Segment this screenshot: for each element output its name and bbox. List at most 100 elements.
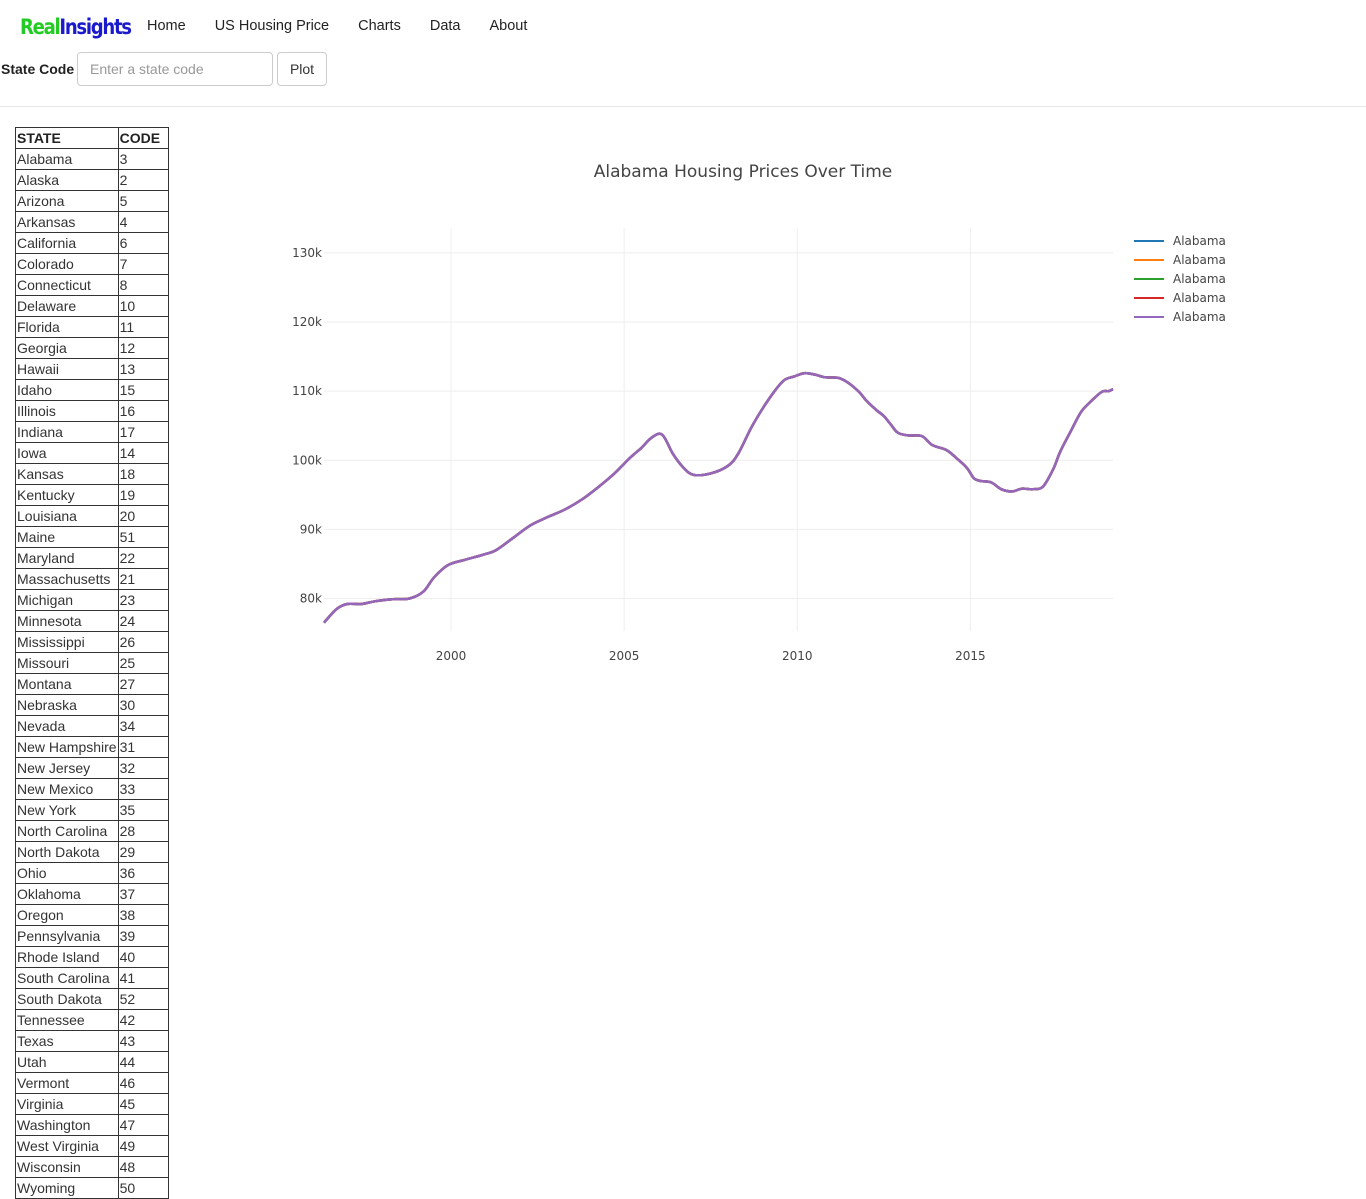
table-row: Montana 27 xyxy=(15,673,169,695)
table-row: Florida 11 xyxy=(15,316,169,338)
legend-label: Alabama xyxy=(1173,291,1226,305)
cell-state: Delaware xyxy=(15,295,119,317)
cell-code: 36 xyxy=(117,862,169,884)
nav-about[interactable]: About xyxy=(489,18,528,34)
cell-state: Wisconsin xyxy=(15,1156,119,1178)
cell-state: Illinois xyxy=(15,400,119,422)
cell-state: New Jersey xyxy=(15,757,119,779)
legend-item[interactable]: Alabama xyxy=(1134,234,1226,248)
table-row: Rhode Island 40 xyxy=(15,946,169,968)
table-row: Louisiana 20 xyxy=(15,505,169,527)
table-row: New York 35 xyxy=(15,799,169,821)
y-tick-label: 80k xyxy=(300,592,322,606)
cell-code: 32 xyxy=(117,757,169,779)
table-row: Nebraska 30 xyxy=(15,694,169,716)
cell-state: Arkansas xyxy=(15,211,119,233)
table-row: Maryland 22 xyxy=(15,547,169,569)
cell-code: 8 xyxy=(117,274,169,296)
cell-code: 6 xyxy=(117,232,169,254)
cell-state: Iowa xyxy=(15,442,119,464)
cell-state: Texas xyxy=(15,1030,119,1052)
cell-code: 28 xyxy=(117,820,169,842)
plot-button[interactable]: Plot xyxy=(277,52,327,86)
legend-item[interactable]: Alabama xyxy=(1134,310,1226,324)
cell-code: 43 xyxy=(117,1030,169,1052)
nav-home[interactable]: Home xyxy=(147,18,186,34)
table-row: Wisconsin 48 xyxy=(15,1156,169,1178)
cell-code: 35 xyxy=(117,799,169,821)
table-row: Massachusetts 21 xyxy=(15,568,169,590)
cell-code: 33 xyxy=(117,778,169,800)
y-tick-label: 90k xyxy=(300,522,322,536)
nav-data[interactable]: Data xyxy=(429,18,461,34)
column-header-code: CODE xyxy=(117,127,169,149)
cell-state: Nebraska xyxy=(15,694,119,716)
cell-state: Alabama xyxy=(15,148,119,170)
cell-code: 5 xyxy=(117,190,169,212)
table-row: Washington 47 xyxy=(15,1114,169,1136)
cell-code: 15 xyxy=(117,379,169,401)
cell-state: Michigan xyxy=(15,589,119,611)
table-row: South Dakota 52 xyxy=(15,988,169,1010)
cell-state: South Dakota xyxy=(15,988,119,1010)
cell-state: Oklahoma xyxy=(15,883,119,905)
cell-code: 19 xyxy=(117,484,169,506)
legend-item[interactable]: Alabama xyxy=(1134,253,1226,267)
legend-label: Alabama xyxy=(1173,253,1226,267)
cell-code: 3 xyxy=(117,148,169,170)
chart-legend[interactable]: Alabama Alabama Alabama Alabama Alabama xyxy=(1134,234,1226,324)
cell-state: New Mexico xyxy=(15,778,119,800)
table-row: Oklahoma 37 xyxy=(15,883,169,905)
top-navbar: RealInsights Home US Housing Price Chart… xyxy=(0,0,1366,52)
cell-code: 49 xyxy=(117,1135,169,1157)
table-row: Kentucky 19 xyxy=(15,484,169,506)
cell-state: Rhode Island xyxy=(15,946,119,968)
series-line-3[interactable] xyxy=(323,371,1114,624)
chart-grid xyxy=(324,228,1113,631)
brand-part-insights: Insights xyxy=(59,15,132,39)
series-line-4[interactable] xyxy=(323,371,1114,624)
cell-state: Maryland xyxy=(15,547,119,569)
cell-state: Mississippi xyxy=(15,631,119,653)
cell-state: Massachusetts xyxy=(15,568,119,590)
cell-code: 38 xyxy=(117,904,169,926)
legend-item[interactable]: Alabama xyxy=(1134,272,1226,286)
cell-code: 40 xyxy=(117,946,169,968)
series-line-1[interactable] xyxy=(323,371,1114,624)
legend-item[interactable]: Alabama xyxy=(1134,291,1226,305)
cell-state: Maine xyxy=(15,526,119,548)
table-row: Nevada 34 xyxy=(15,715,169,737)
cell-state: New York xyxy=(15,799,119,821)
cell-code: 50 xyxy=(117,1177,169,1199)
state-code-label: State Code xyxy=(1,61,75,77)
cell-state: Minnesota xyxy=(15,610,119,632)
cell-state: Indiana xyxy=(15,421,119,443)
x-tick-label: 2015 xyxy=(955,649,986,663)
cell-code: 52 xyxy=(117,988,169,1010)
cell-code: 48 xyxy=(117,1156,169,1178)
state-code-input[interactable] xyxy=(77,52,273,86)
nav-charts[interactable]: Charts xyxy=(358,18,401,34)
cell-state: Missouri xyxy=(15,652,119,674)
table-row: Kansas 18 xyxy=(15,463,169,485)
y-tick-label: 120k xyxy=(292,315,322,329)
cell-state: Montana xyxy=(15,673,119,695)
brand-logo[interactable]: RealInsights xyxy=(20,14,132,40)
table-row: Arizona 5 xyxy=(15,190,169,212)
table-row: Vermont 46 xyxy=(15,1072,169,1094)
table-row: Ohio 36 xyxy=(15,862,169,884)
table-body: Alabama 3 Alaska 2 Arizona 5 Arkansas 4 Californ… xyxy=(15,148,169,1199)
series-line-5[interactable] xyxy=(323,371,1114,624)
cell-code: 17 xyxy=(117,421,169,443)
table-row: Missouri 25 xyxy=(15,652,169,674)
cell-code: 34 xyxy=(117,715,169,737)
nav-us-housing-price[interactable]: US Housing Price xyxy=(214,18,330,34)
cell-code: 42 xyxy=(117,1009,169,1031)
table-row: Indiana 17 xyxy=(15,421,169,443)
cell-code: 4 xyxy=(117,211,169,233)
table-row: Connecticut 8 xyxy=(15,274,169,296)
series-line-2[interactable] xyxy=(323,371,1114,624)
table-row: Maine 51 xyxy=(15,526,169,548)
table-row: Illinois 16 xyxy=(15,400,169,422)
y-tick-label: 110k xyxy=(292,384,322,398)
